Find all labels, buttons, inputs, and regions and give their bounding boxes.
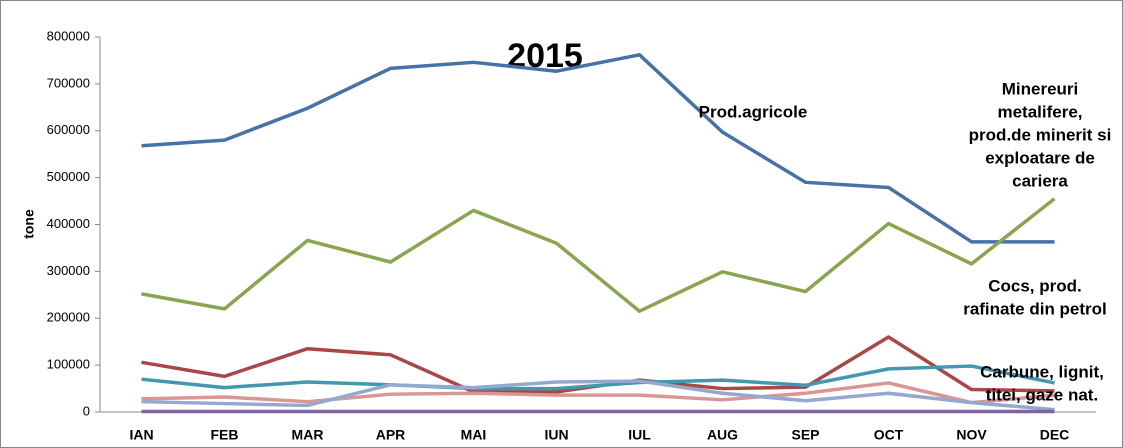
x-tick-label: IUL (628, 427, 651, 443)
x-tick-label: APR (376, 427, 406, 443)
y-tick-label: 400000 (47, 216, 90, 231)
y-tick-label: 300000 (47, 263, 90, 278)
series-annotation: prod.de minerit si (969, 125, 1112, 144)
series-line (141, 381, 1055, 405)
series-line (141, 379, 1055, 412)
x-tick-label: AUG (707, 427, 738, 443)
x-tick-label: MAR (292, 427, 324, 443)
series-line (141, 197, 1056, 313)
x-tick-label: IUN (544, 427, 568, 443)
x-tick-label: MAI (461, 427, 487, 443)
x-tick-label: IAN (129, 427, 153, 443)
series-annotation: Minereuri (1002, 79, 1079, 98)
series-line (141, 364, 1055, 391)
series-annotation: Cocs, prod. (988, 276, 1082, 295)
y-tick-label: 600000 (47, 122, 90, 137)
series-annotation: cariera (1012, 171, 1068, 190)
series-annotation: exploatare de (985, 148, 1095, 167)
y-tick-label: 0 (83, 403, 90, 418)
y-tick-label: 200000 (47, 310, 90, 325)
y-tick-label: 800000 (47, 28, 90, 43)
y-tick-label: 100000 (47, 357, 90, 372)
y-axis-label: tone (21, 209, 37, 239)
series-annotation: Prod.agricole (699, 102, 808, 121)
x-tick-label: OCT (874, 427, 904, 443)
x-tick-label: SEP (791, 427, 819, 443)
series-annotation: Carbune, lignit, (980, 362, 1104, 381)
series-annotation: rafinate din petrol (963, 299, 1107, 318)
series-annotation: metalifere, (997, 102, 1082, 121)
x-tick-label: DEC (1040, 427, 1070, 443)
series-line (141, 53, 1055, 244)
y-tick-label: 700000 (47, 75, 90, 90)
series-annotation: titei, gaze nat. (986, 385, 1098, 404)
y-tick-label: 500000 (47, 169, 90, 184)
x-tick-label: FEB (211, 427, 239, 443)
x-tick-label: NOV (956, 427, 987, 443)
